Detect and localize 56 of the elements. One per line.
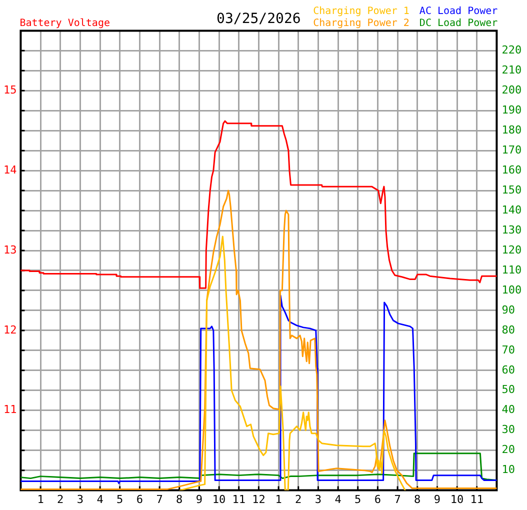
text: DC Load Power xyxy=(419,18,498,29)
x-tick-label: 11 xyxy=(470,492,484,506)
text: AC Load Power xyxy=(419,6,498,17)
x-tick-label: 6 xyxy=(374,492,382,506)
y2-tick-label: 130 xyxy=(502,223,522,236)
y2-tick-label: 180 xyxy=(502,123,522,136)
y2-tick-label: 190 xyxy=(502,103,522,116)
x-tick-label: 10 xyxy=(450,492,464,506)
x-tick-label: 3 xyxy=(314,492,322,506)
y2-tick-label: 90 xyxy=(502,303,515,316)
y2-tick-label: 40 xyxy=(502,403,515,416)
x-tick-label: 4 xyxy=(96,492,104,506)
y2-tick-label: 150 xyxy=(502,183,522,196)
y-tick-label: 12 xyxy=(3,323,17,336)
x-tick-label: 4 xyxy=(334,492,342,506)
y2-tick-label: 220 xyxy=(502,44,522,57)
y-tick-label: 11 xyxy=(3,403,17,416)
x-tick-label: 3 xyxy=(76,492,84,506)
x-tick-label: 8 xyxy=(414,492,421,506)
x-tick-label: 12 xyxy=(252,492,266,506)
x-tick-label: 9 xyxy=(196,492,203,506)
y2-tick-label: 200 xyxy=(502,84,522,97)
y-tick-label: 13 xyxy=(3,243,17,256)
y2-tick-label: 70 xyxy=(502,343,515,356)
chart-title: 03/25/2026 xyxy=(216,11,301,28)
y2-tick-label: 10 xyxy=(502,463,515,476)
y-tick-label: 15 xyxy=(3,84,17,97)
y2-tick-label: 110 xyxy=(502,263,522,276)
y2-tick-label: 140 xyxy=(502,203,522,216)
y2-tick-label: 100 xyxy=(502,283,522,296)
y2-tick-label: 160 xyxy=(502,163,522,176)
x-tick-label: 10 xyxy=(212,492,226,506)
y2-tick-label: 50 xyxy=(502,383,515,396)
y2-tick-label: 30 xyxy=(502,423,515,436)
y2-tick-label: 20 xyxy=(502,443,515,456)
x-tick-label: 2 xyxy=(57,492,64,506)
y-tick-label: 14 xyxy=(3,163,18,176)
x-tick-label: 11 xyxy=(232,492,246,506)
x-tick-label: 2 xyxy=(295,492,302,506)
x-tick-label: 8 xyxy=(176,492,183,506)
x-tick-label: 5 xyxy=(116,492,124,506)
y2-tick-label: 170 xyxy=(502,143,522,156)
text: Charging Power 2 xyxy=(313,18,410,29)
text: Charging Power 1 xyxy=(313,6,410,17)
y-axis-title: Battery Voltage xyxy=(20,18,110,29)
x-tick-label: 1 xyxy=(37,492,44,506)
y2-tick-label: 60 xyxy=(502,363,515,376)
y2-tick-label: 80 xyxy=(502,323,515,336)
x-tick-label: 7 xyxy=(156,492,163,506)
x-tick-label: 1 xyxy=(275,492,282,506)
x-tick-label: 9 xyxy=(434,492,441,506)
x-tick-label: 7 xyxy=(394,492,401,506)
x-tick-label: 6 xyxy=(136,492,144,506)
x-tick-label: 5 xyxy=(354,492,362,506)
y2-tick-label: 210 xyxy=(502,64,522,77)
y2-tick-label: 120 xyxy=(502,243,522,256)
